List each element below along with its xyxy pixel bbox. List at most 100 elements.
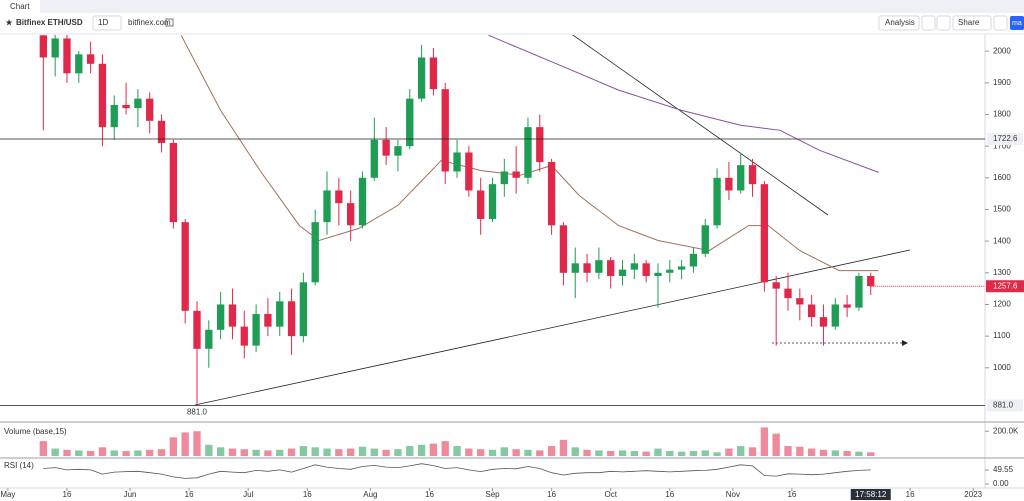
menu-button[interactable] bbox=[1010, 16, 1024, 30]
volume-bar bbox=[382, 449, 390, 456]
interval-button[interactable] bbox=[92, 15, 122, 31]
y-tick-label: 1300 bbox=[993, 268, 1011, 277]
candle-body bbox=[465, 152, 473, 191]
symbol[interactable]: Bitfinex ETH/USD bbox=[16, 18, 83, 27]
candle-body bbox=[831, 304, 839, 327]
x-tick-label: 16 bbox=[303, 490, 312, 499]
candle-body bbox=[51, 38, 59, 58]
candle-body bbox=[323, 190, 331, 223]
volume-bar bbox=[512, 449, 520, 456]
candle-body bbox=[358, 177, 367, 226]
volume-bar bbox=[477, 449, 485, 456]
volume-bar bbox=[867, 452, 875, 456]
candle-body bbox=[855, 275, 863, 308]
level-label-box bbox=[987, 132, 1023, 145]
analysis-button[interactable] bbox=[878, 15, 920, 31]
rsi-title: RSI (14) bbox=[4, 461, 34, 470]
volume-bar bbox=[287, 448, 296, 456]
candle-body bbox=[583, 263, 591, 273]
volume-bar bbox=[63, 449, 71, 456]
bars-button[interactable] bbox=[921, 15, 936, 31]
volume-bar bbox=[264, 450, 272, 456]
volume-bar bbox=[796, 446, 804, 456]
x-tick-label: Nov bbox=[726, 490, 740, 499]
volume-bar bbox=[559, 439, 568, 456]
fullscreen-button[interactable] bbox=[993, 15, 1008, 31]
volume-bar bbox=[134, 450, 142, 456]
candle-body bbox=[784, 288, 792, 299]
last-price-label: 1257.6 bbox=[993, 281, 1018, 290]
time-box bbox=[850, 489, 891, 500]
volume-bar bbox=[86, 451, 95, 456]
y-tick-label: 0.00 bbox=[993, 479, 1009, 488]
volume-bar bbox=[772, 433, 780, 456]
candle-body bbox=[488, 184, 497, 219]
toolbar bbox=[0, 13, 1024, 34]
volume-bar bbox=[51, 448, 59, 456]
volume-bar bbox=[488, 449, 497, 456]
candle-body bbox=[547, 161, 556, 226]
draw-button[interactable] bbox=[936, 15, 951, 31]
trend-line bbox=[572, 35, 829, 216]
plot bbox=[39, 35, 879, 406]
volume-bar bbox=[228, 448, 237, 456]
candle-body bbox=[169, 142, 178, 223]
candle-body bbox=[867, 275, 875, 287]
volume-bar bbox=[760, 427, 769, 456]
candle-body bbox=[346, 203, 355, 226]
tab[interactable] bbox=[0, 0, 40, 13]
volume-bar bbox=[311, 447, 319, 456]
candle-body bbox=[228, 304, 237, 327]
volume-bar bbox=[819, 449, 828, 456]
candle-body bbox=[477, 190, 485, 219]
volume-bar bbox=[583, 449, 591, 456]
volume-bar bbox=[216, 447, 225, 456]
candle-body bbox=[796, 298, 804, 305]
candle-body bbox=[843, 304, 851, 308]
volume-bar bbox=[429, 443, 438, 456]
y-tick-label: 1000 bbox=[993, 363, 1011, 372]
level-label-box bbox=[987, 399, 1023, 412]
candle-body bbox=[98, 63, 107, 128]
volume-bar bbox=[394, 449, 402, 456]
volume-bar bbox=[725, 448, 733, 456]
y-tick-label: 1600 bbox=[993, 173, 1011, 182]
candle-body bbox=[748, 165, 757, 185]
volume-bar bbox=[465, 448, 473, 456]
candle-body bbox=[677, 266, 686, 270]
candle-body bbox=[394, 146, 402, 156]
volume-bar bbox=[276, 449, 284, 456]
candle-body bbox=[335, 190, 343, 204]
volume-bar bbox=[417, 444, 426, 456]
volume-bar bbox=[618, 450, 627, 456]
volume-bar bbox=[240, 449, 248, 456]
star-icon[interactable]: ★ bbox=[5, 17, 13, 27]
y-tick-label: 1200 bbox=[993, 300, 1011, 309]
volume-bar bbox=[536, 450, 544, 456]
volume-bar bbox=[193, 431, 201, 456]
volume-bar bbox=[98, 447, 107, 456]
candle-body bbox=[157, 120, 166, 143]
volume-bar bbox=[346, 448, 355, 456]
candle-body bbox=[666, 269, 674, 273]
candle-body bbox=[417, 57, 426, 99]
tab-title: Chart bbox=[10, 2, 30, 11]
volume-bar bbox=[524, 449, 532, 456]
candle-body bbox=[571, 263, 579, 273]
candle-body bbox=[75, 54, 83, 74]
tab-bar bbox=[0, 0, 1024, 13]
volume-bar bbox=[299, 446, 308, 456]
volume-bar bbox=[169, 437, 178, 456]
source[interactable]: bitfinex.com bbox=[128, 18, 171, 27]
level-label: 1722.6 bbox=[993, 134, 1018, 143]
candle-body bbox=[689, 253, 698, 267]
share-button[interactable] bbox=[952, 15, 992, 31]
candle-body bbox=[654, 272, 662, 276]
y-tick-label: 1800 bbox=[993, 110, 1011, 119]
candle-body bbox=[500, 171, 508, 185]
candle-body bbox=[205, 329, 213, 349]
x-tick-label: 2023 bbox=[964, 490, 982, 499]
analysis: Analysis bbox=[885, 18, 915, 27]
volume-bar bbox=[157, 449, 166, 456]
